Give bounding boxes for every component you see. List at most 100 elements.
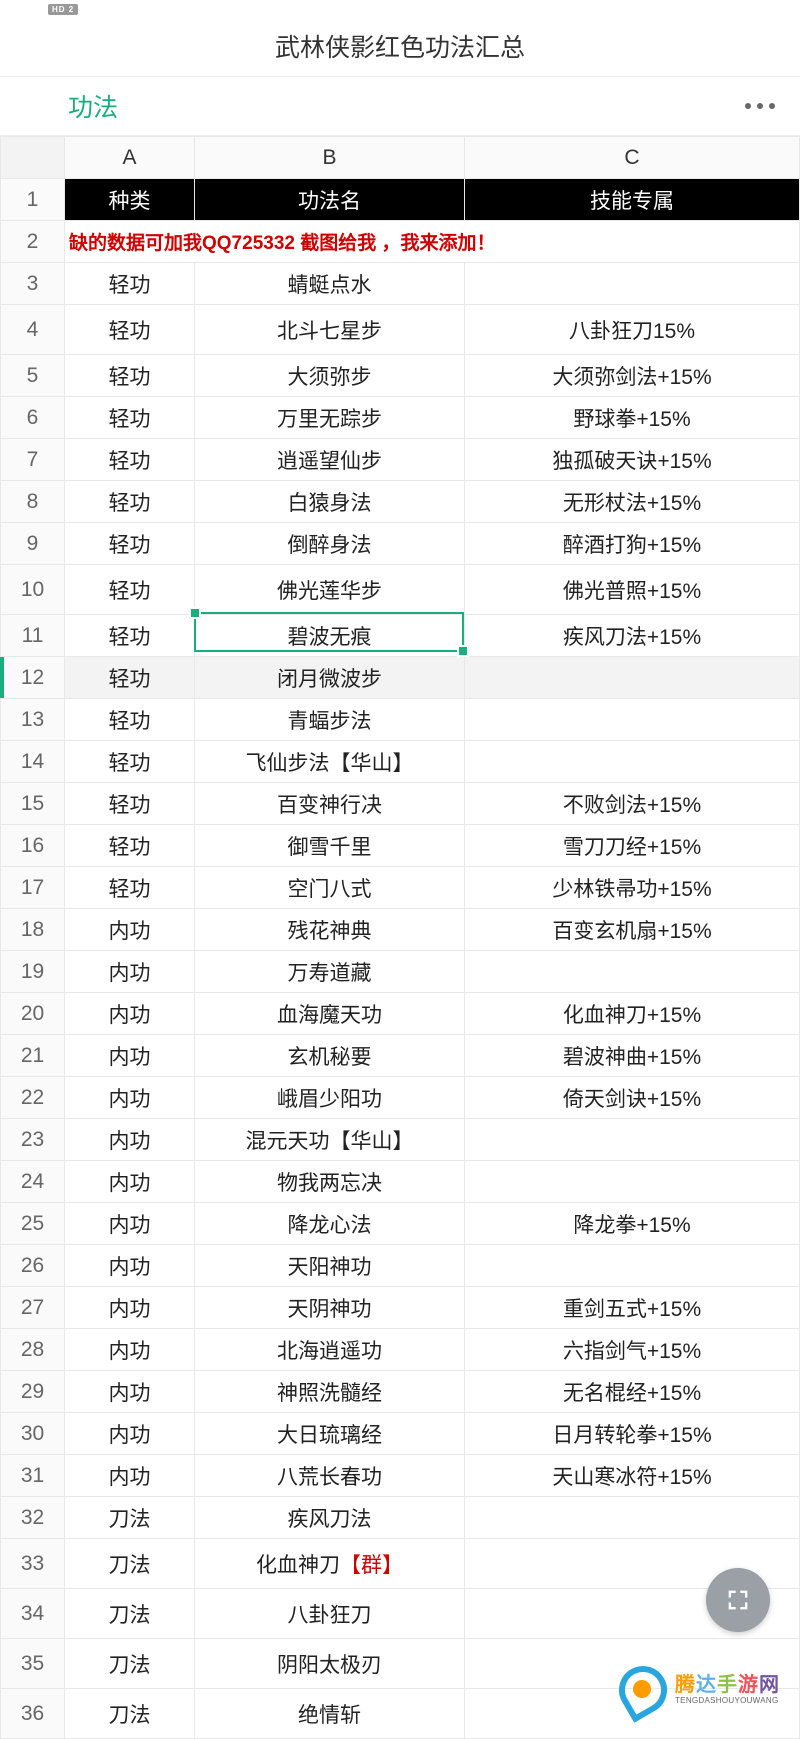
cell-a[interactable]: 轻功	[65, 867, 195, 909]
cell-c[interactable]	[465, 951, 800, 993]
sheet-tab-active[interactable]: 功法	[0, 77, 186, 135]
cell-c[interactable]	[465, 1119, 800, 1161]
cell-b[interactable]: 大日琉璃经	[195, 1413, 465, 1455]
cell-b[interactable]: 逍遥望仙步	[195, 439, 465, 481]
row-number[interactable]: 29	[1, 1371, 65, 1413]
row-number[interactable]: 9	[1, 523, 65, 565]
cell-c[interactable]: 化血神刀+15%	[465, 993, 800, 1035]
row-number[interactable]: 25	[1, 1203, 65, 1245]
cell-b[interactable]: 闭月微波步	[195, 657, 465, 699]
row-number[interactable]: 35	[1, 1639, 65, 1689]
row-number[interactable]: 21	[1, 1035, 65, 1077]
cell-b[interactable]: 降龙心法	[195, 1203, 465, 1245]
cell-a[interactable]: 轻功	[65, 615, 195, 657]
cell-a[interactable]: 内功	[65, 951, 195, 993]
cell-b[interactable]: 混元天功【华山】	[195, 1119, 465, 1161]
cell-c[interactable]: 降龙拳+15%	[465, 1203, 800, 1245]
cell-c[interactable]: 八卦狂刀15%	[465, 305, 800, 355]
cell-b[interactable]: 北海逍遥功	[195, 1329, 465, 1371]
cell-c[interactable]	[465, 263, 800, 305]
cell-a[interactable]: 刀法	[65, 1497, 195, 1539]
cell-b[interactable]: 八卦狂刀	[195, 1589, 465, 1639]
cell-a[interactable]: 轻功	[65, 783, 195, 825]
row-number[interactable]: 4	[1, 305, 65, 355]
row-number[interactable]: 22	[1, 1077, 65, 1119]
row-number[interactable]: 12	[1, 657, 65, 699]
cell-a[interactable]: 内功	[65, 1455, 195, 1497]
row-number[interactable]: 5	[1, 355, 65, 397]
cell-b[interactable]: 残花神典	[195, 909, 465, 951]
cell-a[interactable]: 轻功	[65, 825, 195, 867]
row-number[interactable]: 1	[1, 179, 65, 221]
row-number[interactable]: 13	[1, 699, 65, 741]
cell-c[interactable]: 碧波神曲+15%	[465, 1035, 800, 1077]
cell-a[interactable]: 轻功	[65, 305, 195, 355]
cell-c[interactable]: 重剑五式+15%	[465, 1287, 800, 1329]
cell-b[interactable]: 绝情斩	[195, 1689, 465, 1739]
cell-a[interactable]: 轻功	[65, 741, 195, 783]
row-number[interactable]: 10	[1, 565, 65, 615]
header-cell-a[interactable]: 种类	[65, 179, 195, 221]
notice-cell[interactable]: 缺的数据可加我QQ725332 截图给我 ，我来添加！	[65, 221, 800, 263]
cell-c[interactable]: 百变玄机扇+15%	[465, 909, 800, 951]
cell-c[interactable]	[465, 699, 800, 741]
row-number[interactable]: 30	[1, 1413, 65, 1455]
cell-b[interactable]: 北斗七星步	[195, 305, 465, 355]
row-number[interactable]: 16	[1, 825, 65, 867]
row-number[interactable]: 34	[1, 1589, 65, 1639]
cell-c[interactable]: 大须弥剑法+15%	[465, 355, 800, 397]
cell-c[interactable]: 天山寒冰符+15%	[465, 1455, 800, 1497]
cell-c[interactable]	[465, 1161, 800, 1203]
header-cell-c[interactable]: 技能专属	[465, 179, 800, 221]
cell-a[interactable]: 轻功	[65, 657, 195, 699]
row-number[interactable]: 3	[1, 263, 65, 305]
cell-c[interactable]: 倚天剑诀+15%	[465, 1077, 800, 1119]
row-number[interactable]: 19	[1, 951, 65, 993]
cell-a[interactable]: 内功	[65, 1203, 195, 1245]
row-number[interactable]: 20	[1, 993, 65, 1035]
cell-c[interactable]: 醉酒打狗+15%	[465, 523, 800, 565]
row-number[interactable]: 26	[1, 1245, 65, 1287]
row-number[interactable]: 24	[1, 1161, 65, 1203]
cell-b[interactable]: 大须弥步	[195, 355, 465, 397]
row-number[interactable]: 14	[1, 741, 65, 783]
cell-a[interactable]: 内功	[65, 1077, 195, 1119]
header-cell-b[interactable]: 功法名	[195, 179, 465, 221]
cell-c[interactable]: 佛光普照+15%	[465, 565, 800, 615]
cell-c[interactable]	[465, 1245, 800, 1287]
cell-b[interactable]: 空门八式	[195, 867, 465, 909]
cell-b[interactable]: 峨眉少阳功	[195, 1077, 465, 1119]
row-number[interactable]: 33	[1, 1539, 65, 1589]
cell-c[interactable]: 不败剑法+15%	[465, 783, 800, 825]
cell-a[interactable]: 内功	[65, 1161, 195, 1203]
cell-b[interactable]: 白猿身法	[195, 481, 465, 523]
cell-a[interactable]: 内功	[65, 1119, 195, 1161]
cell-b[interactable]: 倒醉身法	[195, 523, 465, 565]
cell-b[interactable]: 血海魔天功	[195, 993, 465, 1035]
corner-cell[interactable]	[1, 137, 65, 179]
cell-a[interactable]: 轻功	[65, 481, 195, 523]
cell-a[interactable]: 内功	[65, 1329, 195, 1371]
cell-c[interactable]: 雪刀刀经+15%	[465, 825, 800, 867]
cell-c[interactable]: 少林铁帚功+15%	[465, 867, 800, 909]
cell-b[interactable]: 八荒长春功	[195, 1455, 465, 1497]
cell-b[interactable]: 万里无踪步	[195, 397, 465, 439]
cell-b[interactable]: 天阴神功	[195, 1287, 465, 1329]
cell-b[interactable]: 万寿道藏	[195, 951, 465, 993]
cell-c[interactable]	[465, 741, 800, 783]
cell-a[interactable]: 内功	[65, 1245, 195, 1287]
cell-a[interactable]: 轻功	[65, 699, 195, 741]
cell-b[interactable]: 蜻蜓点水	[195, 263, 465, 305]
row-number[interactable]: 28	[1, 1329, 65, 1371]
cell-a[interactable]: 刀法	[65, 1639, 195, 1689]
row-number[interactable]: 15	[1, 783, 65, 825]
col-header-c[interactable]: C	[465, 137, 800, 179]
cell-a[interactable]: 刀法	[65, 1589, 195, 1639]
cell-c[interactable]: 独孤破天诀+15%	[465, 439, 800, 481]
cell-c[interactable]: 野球拳+15%	[465, 397, 800, 439]
cell-a[interactable]: 轻功	[65, 523, 195, 565]
cell-b[interactable]: 碧波无痕	[195, 615, 465, 657]
cell-b[interactable]: 青蝠步法	[195, 699, 465, 741]
row-number[interactable]: 32	[1, 1497, 65, 1539]
cell-c[interactable]: 日月转轮拳+15%	[465, 1413, 800, 1455]
